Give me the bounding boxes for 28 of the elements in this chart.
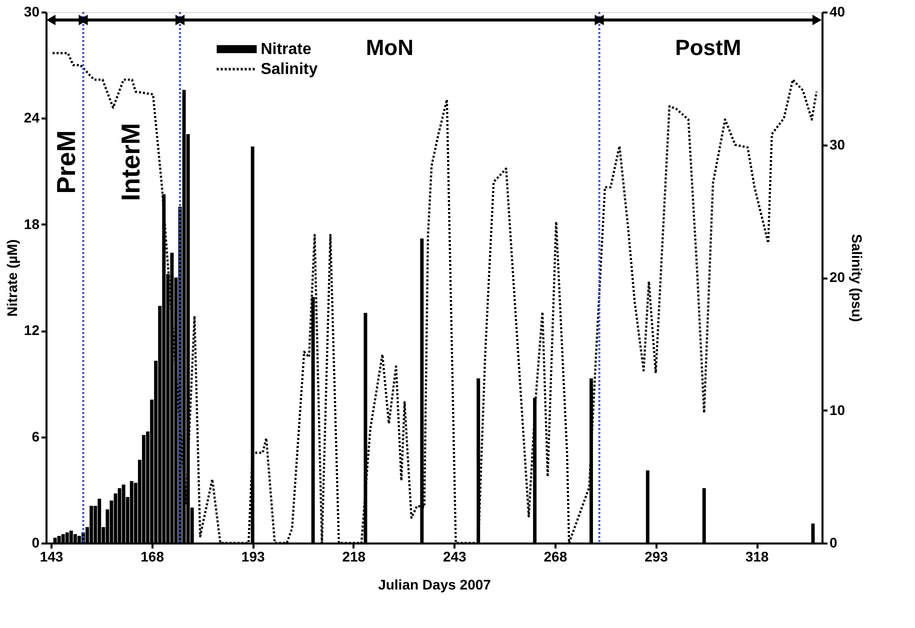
y-tick-label: 18 bbox=[24, 216, 40, 232]
y-tick-label: 0 bbox=[32, 534, 40, 550]
x-tick-label: 293 bbox=[644, 548, 668, 564]
annotation: InterM bbox=[116, 123, 146, 201]
y-tick-label: 24 bbox=[24, 110, 40, 126]
legend-label: Nitrate bbox=[260, 41, 312, 58]
legend-label: Salinity bbox=[260, 61, 318, 78]
y2-tick-label: 40 bbox=[830, 4, 846, 20]
x-tick-label: 143 bbox=[40, 548, 64, 564]
y2-tick-label: 0 bbox=[830, 534, 838, 550]
y-axis-title: Nitrate (µM) bbox=[4, 239, 20, 317]
y-tick-label: 12 bbox=[24, 322, 40, 338]
x-tick-label: 218 bbox=[342, 548, 366, 564]
annotation: PostM bbox=[675, 35, 742, 60]
x-tick-label: 268 bbox=[544, 548, 568, 564]
annotation: MoN bbox=[366, 35, 414, 60]
y-tick-label: 30 bbox=[24, 4, 40, 20]
x-tick-label: 243 bbox=[442, 548, 467, 564]
x-tick-label: 193 bbox=[241, 548, 265, 564]
annotation: PreM bbox=[51, 130, 82, 194]
x-axis-title: Julian Days 2007 bbox=[378, 576, 492, 592]
x-tick-label: 318 bbox=[745, 548, 769, 564]
y2-tick-label: 20 bbox=[830, 269, 846, 285]
y-tick-label: 6 bbox=[32, 428, 40, 444]
y2-tick-label: 10 bbox=[830, 402, 846, 418]
y2-axis-title: Salinity (psu) bbox=[849, 234, 866, 322]
y2-tick-label: 30 bbox=[830, 136, 846, 152]
x-tick-label: 168 bbox=[140, 548, 164, 564]
